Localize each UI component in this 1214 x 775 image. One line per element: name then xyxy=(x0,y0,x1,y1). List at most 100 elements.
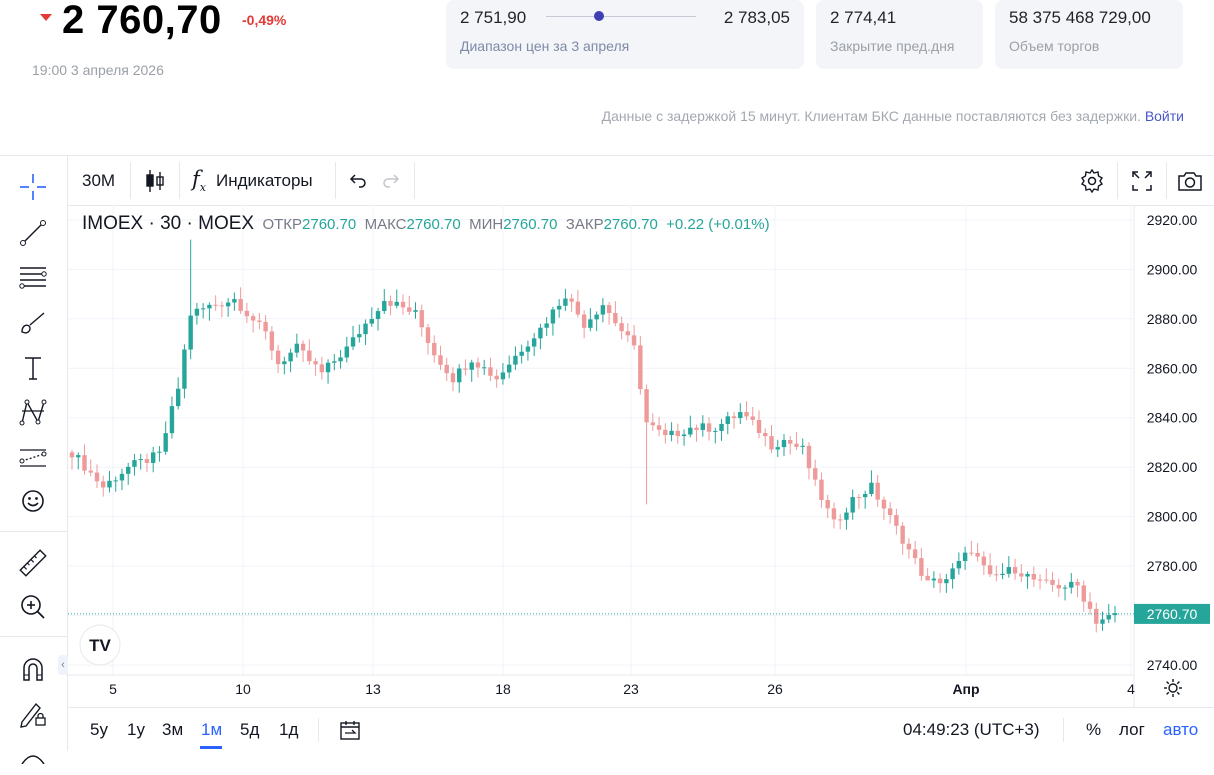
candle-body xyxy=(1050,579,1055,585)
candle-body xyxy=(388,300,393,306)
fx-icon: fx xyxy=(192,166,206,195)
zoom-in-icon[interactable] xyxy=(16,590,50,624)
clock-time[interactable]: 04:49:23 (UTC+3) xyxy=(903,720,1040,739)
candle-body xyxy=(257,320,262,322)
interval-button[interactable]: 30M xyxy=(82,170,116,190)
candle-body xyxy=(219,305,225,307)
candle-body xyxy=(88,470,93,473)
log-scale-button[interactable]: лог xyxy=(1119,720,1145,739)
candle-body xyxy=(506,364,512,373)
candle-body xyxy=(556,305,562,310)
low-value: 2760.70 xyxy=(503,216,558,233)
candle-body xyxy=(244,310,250,317)
candle-body xyxy=(713,430,718,432)
candle-body xyxy=(1056,584,1061,589)
candle-body xyxy=(956,561,962,569)
candle-body xyxy=(344,346,350,358)
volume-card: 58 375 468 729,00 Объем торгов xyxy=(995,0,1183,69)
candle-body xyxy=(419,310,424,328)
time-tick-label: 10 xyxy=(235,681,251,697)
range-1m-button[interactable]: 1м xyxy=(201,720,223,739)
candle-body xyxy=(588,319,593,328)
time-tick-label: 13 xyxy=(365,681,381,697)
current-price-tag xyxy=(1134,603,1210,624)
lock-drawing-icon[interactable] xyxy=(16,696,50,730)
fullscreen-icon[interactable] xyxy=(1130,156,1154,205)
text-tool-icon[interactable] xyxy=(16,351,50,385)
camera-icon[interactable] xyxy=(1176,156,1204,205)
day-range-card: 2 751,90 2 783,05 Диапазон цен за 3 апре… xyxy=(446,0,804,69)
candle-body xyxy=(450,373,456,383)
current-price-value: 2760.70 xyxy=(1147,606,1198,622)
candle-body xyxy=(182,349,187,389)
candle-body xyxy=(912,549,918,559)
candle-body xyxy=(207,304,212,309)
candles-icon[interactable] xyxy=(144,156,166,205)
candle-body xyxy=(975,552,980,557)
candle-body xyxy=(369,319,374,324)
pattern-icon[interactable] xyxy=(16,395,50,429)
candle-body xyxy=(69,452,75,458)
ruler-icon[interactable] xyxy=(16,546,50,580)
symbol-label: IMOEX · 30 · MOEX xyxy=(82,213,255,234)
chart-toolbar: 30M fx Индикаторы xyxy=(68,155,1214,206)
range-3m-button[interactable]: 3м xyxy=(162,720,184,739)
delay-text: Данные с задержкой 15 минут. Клиентам БК… xyxy=(601,108,1141,124)
range-marker xyxy=(593,11,604,21)
candle-body xyxy=(1081,585,1086,602)
fib-lines-icon[interactable] xyxy=(16,260,50,294)
redo-icon[interactable] xyxy=(381,156,403,205)
candle-body xyxy=(962,552,968,562)
emoji-icon[interactable] xyxy=(16,484,50,518)
login-link[interactable]: Войти xyxy=(1144,108,1184,124)
candle-body xyxy=(357,334,362,338)
undo-icon[interactable] xyxy=(346,156,368,205)
date-range-icon[interactable] xyxy=(338,718,362,747)
candle-body xyxy=(300,343,306,351)
candlestick-chart[interactable]: 2920.00 2900.00 2880.00 2860.00 2840.00 2820.… xyxy=(68,205,1214,707)
high-value: 2760.70 xyxy=(406,216,461,233)
candle-body xyxy=(744,412,749,417)
range-1y-button[interactable]: 1у xyxy=(127,720,145,739)
candle-body xyxy=(844,512,849,520)
candle-body xyxy=(700,423,705,430)
candle-body xyxy=(1006,567,1012,574)
price-change: -0,49% xyxy=(242,12,287,28)
range-5y-button[interactable]: 5у xyxy=(90,720,108,739)
range-1d-button[interactable]: 1д xyxy=(279,720,299,739)
candle-body xyxy=(307,350,312,362)
price-label: 2760.70 xyxy=(1134,603,1210,624)
forecast-icon[interactable] xyxy=(16,440,50,474)
candle-body xyxy=(837,519,843,521)
percent-scale-button[interactable]: % xyxy=(1086,720,1102,739)
auto-scale-button[interactable]: авто xyxy=(1163,720,1199,739)
candle-body xyxy=(681,434,687,437)
candle-body xyxy=(887,508,893,516)
range-low: 2 751,90 xyxy=(460,8,527,27)
range-5d-button[interactable]: 5д xyxy=(240,720,260,739)
candle-body xyxy=(631,335,637,346)
trend-line-icon[interactable] xyxy=(16,216,50,250)
time-tick-label: 26 xyxy=(767,681,783,697)
candles xyxy=(69,239,1118,633)
eye-icon[interactable] xyxy=(16,741,50,775)
indicators-button[interactable]: fx Индикаторы xyxy=(192,156,313,205)
settings-icon[interactable] xyxy=(1079,156,1105,205)
close-value: 2760.70 xyxy=(603,216,658,233)
candle-body xyxy=(1031,573,1037,580)
candle-body xyxy=(969,552,974,554)
candle-body xyxy=(937,578,943,584)
collapse-toolbar-button[interactable]: ‹ xyxy=(58,655,68,675)
candle-body xyxy=(638,345,643,390)
candle-body xyxy=(1069,581,1074,588)
candle-body xyxy=(600,305,606,315)
candle-body xyxy=(269,331,275,351)
open-value: 2760.70 xyxy=(302,216,357,233)
crosshair-icon[interactable] xyxy=(16,170,50,204)
brush-icon[interactable] xyxy=(16,306,50,340)
candle-body xyxy=(781,440,787,448)
candle-body xyxy=(906,543,912,550)
candle-body xyxy=(425,327,431,343)
candle-body xyxy=(1094,608,1099,624)
magnet-icon[interactable] xyxy=(16,652,50,686)
